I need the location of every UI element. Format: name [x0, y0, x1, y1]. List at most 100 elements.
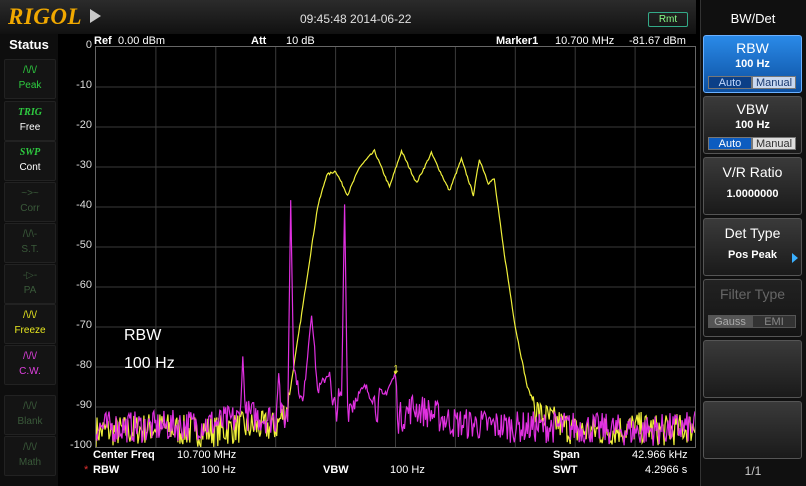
filter-type-softkey[interactable]: Filter Type Gauss EMI [703, 279, 802, 337]
trig-text-icon: TRIG [18, 107, 42, 118]
math-wave-icon: /\/\/ [23, 442, 37, 453]
vr-ratio-value: 1.0000000 [726, 188, 779, 200]
status-trig[interactable]: TRIG Free [4, 101, 56, 141]
remote-badge: Rmt [648, 12, 688, 27]
status-blank[interactable]: /\/\/ Blank [4, 395, 56, 435]
rbw-label: RBW [93, 464, 120, 476]
span-label: Span [553, 449, 580, 461]
traces: 1 [96, 148, 695, 447]
vbw-softkey-label: VBW [736, 101, 769, 117]
y-tick-label: -30 [76, 159, 92, 171]
filter-type-label: Filter Type [719, 286, 786, 302]
status-label: S.T. [21, 244, 39, 255]
rbw-softkey[interactable]: RBW 100 Hz Auto Manual [703, 35, 802, 93]
vbw-auto-option[interactable]: Auto [708, 137, 752, 150]
top-bar [0, 0, 696, 34]
y-tick-label: -40 [76, 199, 92, 211]
y-tick-label: -70 [76, 319, 92, 331]
menu-title: BW/Det [730, 11, 776, 26]
marker-1-point [393, 371, 398, 375]
datetime: 09:45:48 2014-06-22 [300, 12, 412, 26]
vbw-manual-option[interactable]: Manual [752, 137, 796, 150]
y-tick-label: -60 [76, 279, 92, 291]
y-tick-label: -90 [76, 399, 92, 411]
det-type-label: Det Type [724, 225, 781, 241]
vbw-softkey-value: 100 Hz [735, 119, 770, 131]
center-freq-label: Center Freq [93, 449, 155, 461]
att-value: 10 dB [286, 35, 315, 47]
y-tick-label: -20 [76, 119, 92, 131]
swt-label: SWT [553, 464, 578, 476]
marker-label: Marker1 [496, 35, 539, 47]
y-tick-label: -100 [69, 439, 92, 451]
annotation-rbw-label: RBW [124, 327, 162, 344]
filter-gauss-option[interactable]: Gauss [708, 315, 752, 328]
vbw-auto-manual-toggle[interactable]: Auto Manual [708, 137, 796, 150]
cw-wave-icon: /\/\/ [23, 351, 37, 362]
y-tick-label: 0 [85, 39, 92, 51]
status-label: Free [19, 122, 41, 133]
vbw-value: 100 Hz [390, 464, 425, 476]
filter-type-toggle[interactable]: Gauss EMI [708, 315, 796, 328]
status-cw[interactable]: /\/\/ C.W. [4, 345, 56, 385]
status-freeze[interactable]: /\/\/ Freeze [4, 304, 56, 344]
st-icon: /\/\- [22, 229, 38, 240]
center-freq-value: 10.700 MHz [177, 449, 237, 461]
status-math[interactable]: /\/\/ Math [4, 436, 56, 476]
rbw-softkey-label: RBW [736, 40, 769, 56]
status-label: Blank [17, 416, 43, 427]
spectrum-graph[interactable]: 1 [95, 46, 696, 448]
graph-header: Ref 0.00 dBm Att 10 dB Marker1 10.700 MH… [94, 35, 694, 47]
vr-ratio-label: V/R Ratio [722, 164, 783, 180]
status-label: Math [18, 457, 42, 468]
rbw-softkey-value: 100 Hz [735, 58, 770, 70]
ref-value: 0.00 dBm [118, 35, 166, 47]
status-pa[interactable]: -▷- PA [4, 264, 56, 304]
filter-emi-option[interactable]: EMI [752, 315, 796, 328]
blank-wave-icon: /\/\/ [23, 401, 37, 412]
vr-ratio-softkey[interactable]: V/R Ratio 1.0000000 [703, 157, 802, 215]
rigol-logo: RIGOL [8, 4, 83, 29]
marker-level: -81.67 dBm [629, 35, 686, 47]
pa-icon: -▷- [22, 270, 38, 281]
status-title: Status [9, 37, 49, 52]
empty-softkey-1[interactable] [703, 340, 802, 398]
status-peak[interactable]: /\/\/ Peak [4, 59, 56, 99]
peak-wave-icon: /\/\/ [23, 65, 37, 76]
rbw-manual-option[interactable]: Manual [752, 76, 796, 89]
status-label: PA [23, 285, 37, 296]
magenta-trace [96, 200, 695, 446]
det-type-value: Pos Peak [728, 249, 777, 261]
span-value: 42.966 kHz [632, 449, 688, 461]
ref-label: Ref [94, 35, 112, 47]
rbw-value: 100 Hz [201, 464, 236, 476]
submenu-arrow-icon [792, 253, 798, 263]
swt-value: 4.2966 s [645, 464, 688, 476]
status-swp[interactable]: SWP Cont [4, 141, 56, 181]
rbw-manual-marker: * [84, 464, 89, 476]
rbw-auto-manual-toggle[interactable]: Auto Manual [708, 76, 796, 89]
empty-softkey-2[interactable] [703, 401, 802, 459]
marker-1-label: 1 [394, 364, 399, 374]
marker-freq: 10.700 MHz [555, 35, 615, 47]
status-label: C.W. [19, 366, 41, 377]
rbw-auto-option[interactable]: Auto [708, 76, 752, 89]
swp-text-icon: SWP [19, 147, 41, 158]
y-tick-label: -50 [76, 239, 92, 251]
y-tick-label: -10 [76, 79, 92, 91]
menu-page-number: 1/1 [744, 464, 762, 478]
det-type-softkey[interactable]: Det Type Pos Peak [703, 218, 802, 276]
vbw-label: VBW [323, 464, 349, 476]
freeze-wave-icon: /\/\/ [23, 310, 37, 321]
status-label: Freeze [14, 325, 46, 336]
logo-arrow-icon [90, 9, 101, 23]
status-label: Peak [18, 80, 42, 91]
status-st[interactable]: /\/\- S.T. [4, 223, 56, 263]
graph-grid [96, 47, 695, 447]
status-label: Corr [20, 203, 40, 214]
status-label: Cont [19, 162, 41, 173]
status-corr[interactable]: ~>~ Corr [4, 182, 56, 222]
y-tick-label: -80 [76, 359, 92, 371]
vbw-softkey[interactable]: VBW 100 Hz Auto Manual [703, 96, 802, 154]
att-label: Att [251, 35, 267, 47]
